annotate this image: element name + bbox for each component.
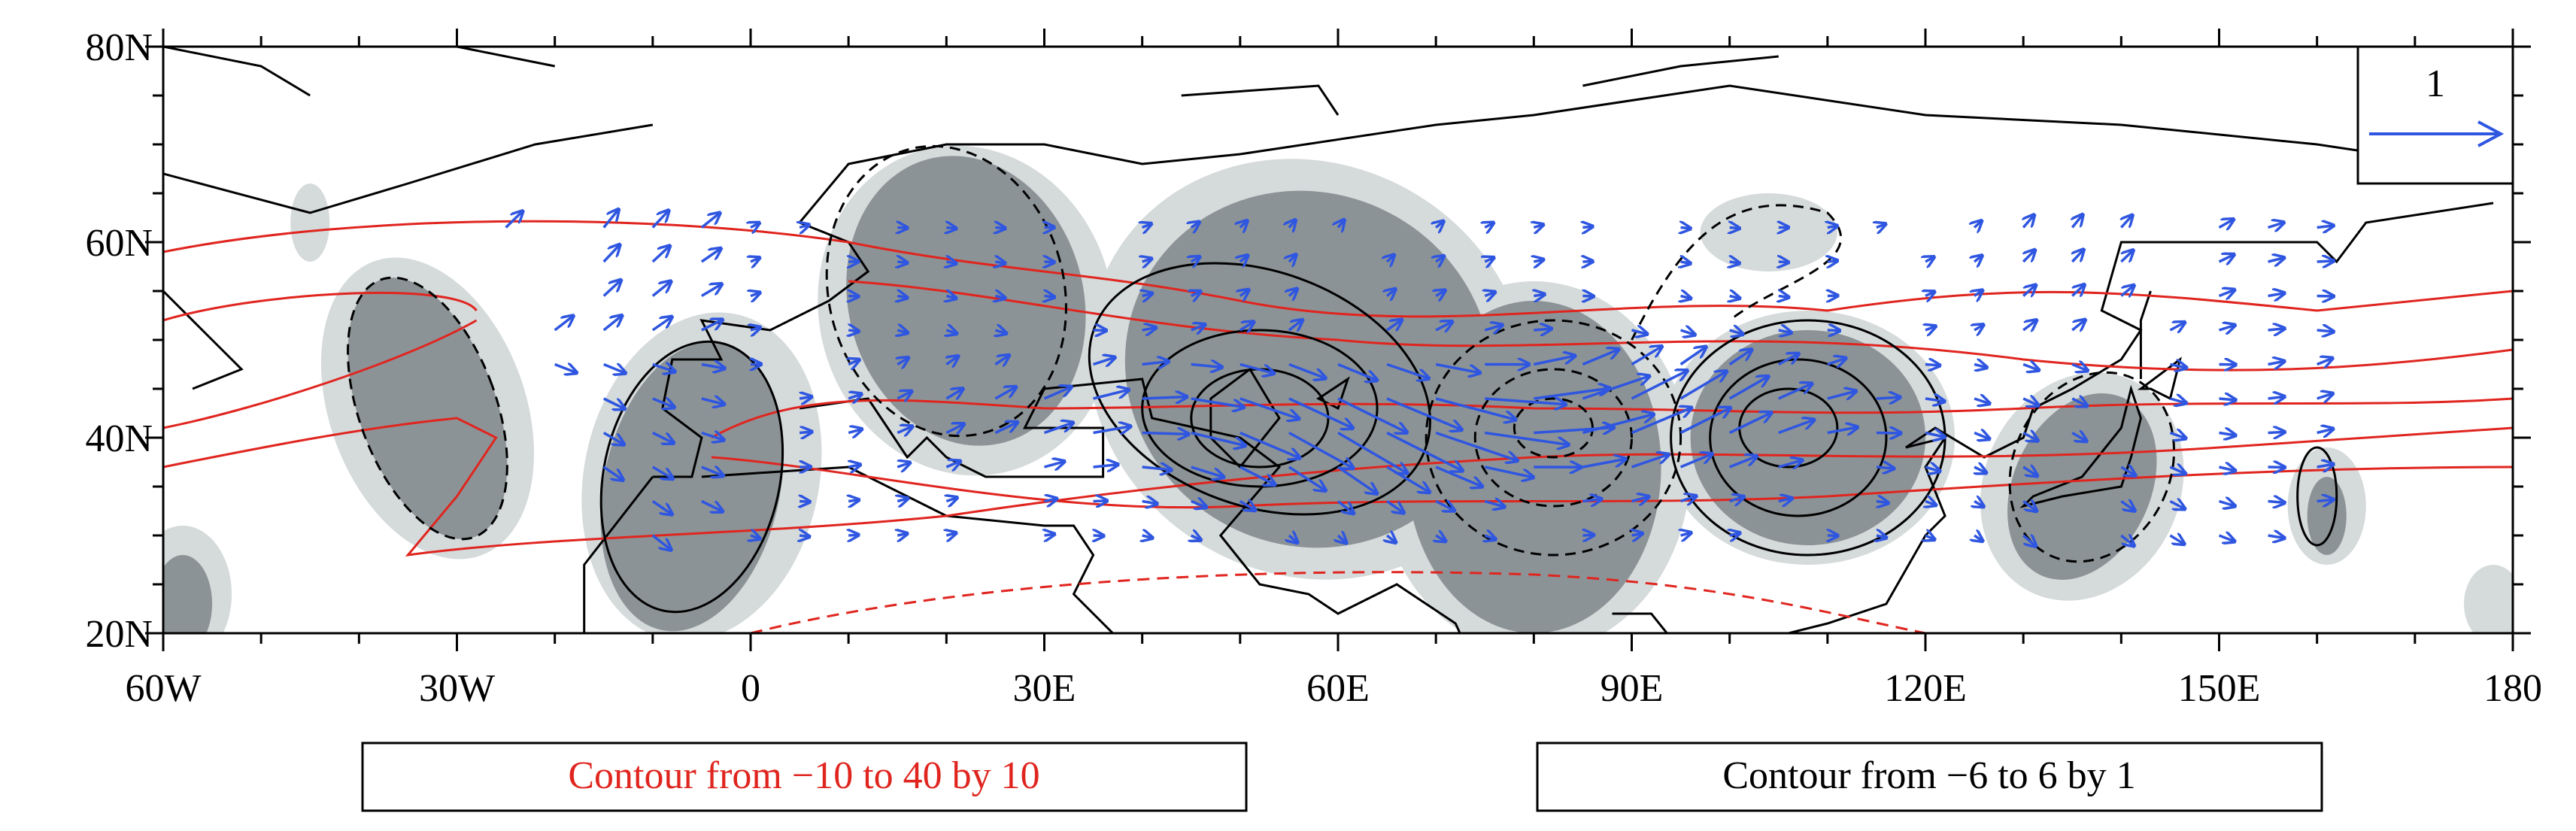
x-tick-label: 60W (125, 667, 201, 710)
wind-vector (1142, 433, 1189, 435)
wind-vector (1045, 296, 1055, 298)
wind-vector (995, 228, 1005, 229)
wind-vector (1681, 262, 1691, 263)
wind-vector (1142, 397, 1188, 399)
wind-vector (1828, 330, 1840, 331)
wind-vector (1534, 329, 1552, 330)
wind-vector (1828, 261, 1837, 262)
x-tick-label: 60E (1306, 667, 1370, 710)
wind-vector (2268, 329, 2285, 330)
wind-vector (2317, 499, 2334, 501)
wind-vector (1094, 535, 1104, 536)
wind-vector (897, 228, 907, 229)
wind-vector (946, 228, 956, 229)
wind-vector (1730, 262, 1740, 263)
x-tick-label: 150E (2178, 667, 2261, 710)
wind-vector (2219, 399, 2236, 400)
wind-vector (848, 296, 859, 297)
y-tick-label: 60N (85, 222, 153, 265)
y-tick-label: 80N (85, 26, 153, 69)
x-tick-label: 30E (1013, 667, 1076, 710)
x-tick-label: 90E (1601, 667, 1664, 710)
legend-black-contour: Contour from −6 to 6 by 1 (1722, 754, 2135, 797)
wind-vector (1877, 397, 1901, 399)
x-tick-label: 180 (2483, 667, 2542, 710)
wind-vector (848, 500, 859, 502)
wind-vector (1828, 226, 1837, 227)
wind-vector (1094, 501, 1108, 502)
legend-red-contour: Contour from −10 to 40 by 10 (568, 754, 1039, 797)
wind-vector (1582, 296, 1594, 297)
y-tick-label: 40N (85, 417, 153, 460)
wind-vector (848, 330, 859, 332)
wind-vector (2317, 330, 2334, 332)
wind-vector (1925, 365, 1940, 366)
y-tick-label: 20N (85, 613, 153, 656)
wind-vector (1582, 226, 1592, 227)
x-tick-label: 30W (419, 667, 495, 710)
wind-vector (1877, 502, 1889, 503)
wind-vector (1534, 294, 1545, 296)
x-tick-label: 120E (1884, 667, 1967, 710)
wind-vector (800, 535, 809, 537)
wind-vector (1779, 296, 1789, 298)
wind-vector (2317, 261, 2334, 262)
reference-vector-label: 1 (2426, 62, 2445, 105)
wind-vector (2268, 502, 2285, 503)
wind-vector (946, 262, 956, 263)
x-tick-label: 0 (741, 667, 760, 710)
wind-vector (1730, 228, 1740, 229)
wind-vector (897, 262, 907, 263)
wind-vector (1045, 534, 1055, 535)
wind-vector (897, 296, 907, 299)
wind-vector (995, 262, 1005, 263)
wind-vector (1877, 467, 1895, 469)
wind-vector (800, 396, 812, 399)
wind-vector (1681, 228, 1691, 229)
